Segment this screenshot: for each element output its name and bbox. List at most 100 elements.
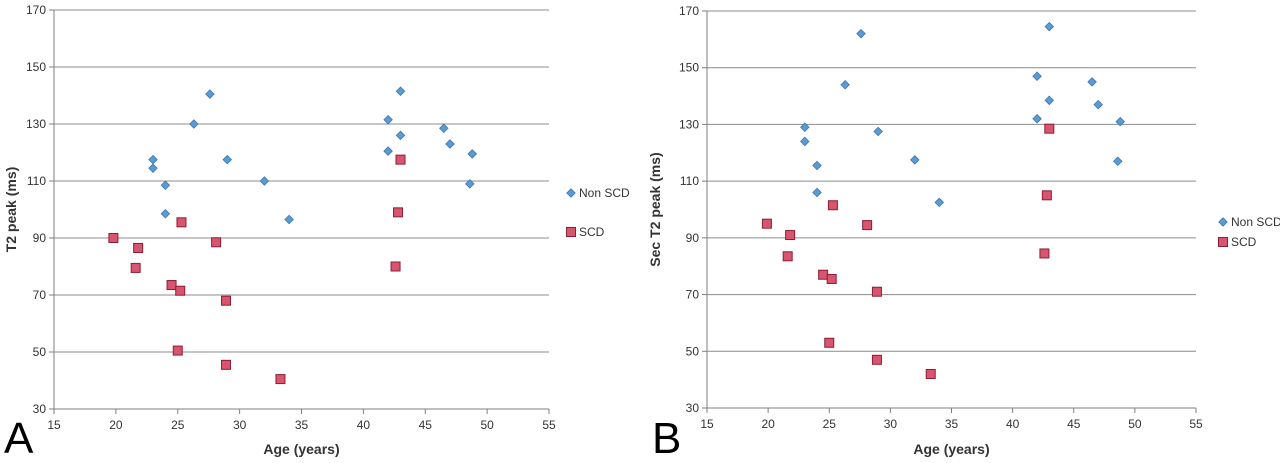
y-tick-label: 70 [686, 288, 700, 302]
non-scd-point [259, 176, 270, 186]
x-tick-label: 20 [761, 417, 775, 431]
scd-point [275, 374, 286, 385]
non-scd-point [284, 214, 294, 225]
scd-point [862, 220, 873, 231]
chart-a: 30 50 70 90 110 130 150 170 15 20 25 30 35 40 45 50 55 Ag… [3, 3, 630, 457]
x-tick-label: 40 [1006, 417, 1020, 431]
y-tick-label: 150 [679, 61, 699, 75]
non-scd-point [395, 130, 406, 141]
scd-point [782, 251, 793, 262]
non-scd-point [856, 28, 866, 39]
non-scd-point [467, 149, 478, 159]
non-scd-point [445, 139, 455, 149]
scd-point [166, 280, 177, 291]
y-tick-label: 150 [26, 60, 46, 74]
x-tick-label: 15 [700, 417, 714, 431]
non-scd-point [800, 122, 810, 133]
legend-scd-marker [1218, 237, 1228, 247]
scd-point [211, 237, 222, 248]
scd-point [130, 262, 141, 273]
non-scd-point [1087, 77, 1097, 87]
y-tick-label: 130 [26, 117, 46, 131]
scd-point [395, 154, 406, 165]
panel-label-b: B [652, 414, 682, 463]
y-tick-label: 110 [680, 174, 699, 188]
legend-non-scd-marker [566, 188, 576, 198]
scd-point [871, 286, 882, 297]
legend-scd-label: SCD [579, 225, 605, 239]
scd-point [221, 359, 232, 370]
x-tick-label: 35 [295, 418, 309, 432]
scd-point [133, 242, 144, 253]
non-scd-point [812, 160, 822, 171]
non-scd-point [800, 136, 810, 147]
panel-label-a: A [4, 414, 34, 463]
non-scd-point [383, 146, 393, 156]
x-tick-label: 50 [480, 418, 494, 432]
non-scd-point [840, 79, 850, 90]
y-tick-label: 90 [33, 231, 47, 245]
x-tick-label: 55 [1189, 417, 1203, 431]
non-scd-point [160, 209, 171, 219]
scd-point [785, 230, 796, 241]
y-tick-label: 50 [33, 345, 47, 359]
non-scd-point [1112, 156, 1123, 167]
scd-point [826, 273, 837, 284]
non-scd-point [1115, 116, 1125, 127]
scd-point [925, 368, 936, 379]
x-axis-title: Age (years) [913, 441, 989, 457]
non-scd-point [205, 89, 215, 99]
non-scd-point [934, 197, 945, 208]
x-tick-label: 50 [1128, 417, 1142, 431]
x-axis-title: Age (years) [263, 441, 339, 457]
x-tick-label: 40 [357, 418, 371, 432]
x-tick-label: 35 [945, 417, 959, 431]
non-scd-point [873, 126, 883, 137]
non-scd-point [910, 155, 920, 165]
y-axis-title: Sec T2 peak (ms) [647, 152, 663, 266]
legend-scd-label: SCD [1231, 235, 1257, 249]
scd-point [175, 285, 186, 296]
non-scd-point [1044, 95, 1055, 106]
non-scd-point [383, 114, 393, 125]
scd-point [827, 200, 838, 211]
non-scd-point [1044, 21, 1055, 32]
scd-point [824, 337, 835, 348]
x-tick-label: 45 [419, 418, 433, 432]
chart-b: 30 50 70 90 110 130 150 170 15 20 25 30 35 40 45 50 55 Ag… [647, 4, 1280, 457]
non-scd-point [160, 180, 171, 191]
legend-non-scd-label: Non SCD [579, 186, 630, 200]
y-tick-label: 170 [26, 3, 46, 17]
scd-point [761, 218, 772, 229]
y-tick-label: 30 [686, 401, 700, 415]
non-scd-point [439, 123, 449, 134]
scd-point [393, 207, 404, 218]
scd-point [221, 295, 232, 306]
y-tick-label: 30 [33, 402, 47, 416]
scd-point [1041, 190, 1052, 201]
x-tick-label: 20 [109, 418, 123, 432]
scd-point [176, 217, 187, 228]
non-scd-point [395, 86, 406, 96]
x-tick-label: 15 [47, 418, 61, 432]
legend-non-scd-label: Non SCD [1231, 215, 1280, 229]
y-tick-label: 50 [686, 344, 700, 358]
x-tick-label: 45 [1067, 417, 1081, 431]
legend-scd-marker [566, 227, 576, 237]
x-tick-label: 30 [233, 418, 247, 432]
x-tick-label: 25 [171, 418, 185, 432]
non-scd-point [148, 163, 158, 173]
non-scd-point [1093, 99, 1103, 110]
y-axis-title: T2 peak (ms) [3, 167, 19, 253]
scd-point [1039, 248, 1050, 259]
scd-point [172, 345, 183, 356]
x-tick-label: 30 [884, 417, 898, 431]
y-tick-label: 70 [33, 288, 47, 302]
non-scd-point [465, 179, 475, 189]
non-scd-point [148, 154, 158, 165]
legend-non-scd-marker [1218, 217, 1228, 227]
x-tick-label: 25 [823, 417, 837, 431]
non-scd-point [189, 119, 199, 129]
non-scd-point [812, 187, 822, 198]
scd-point [390, 261, 401, 272]
